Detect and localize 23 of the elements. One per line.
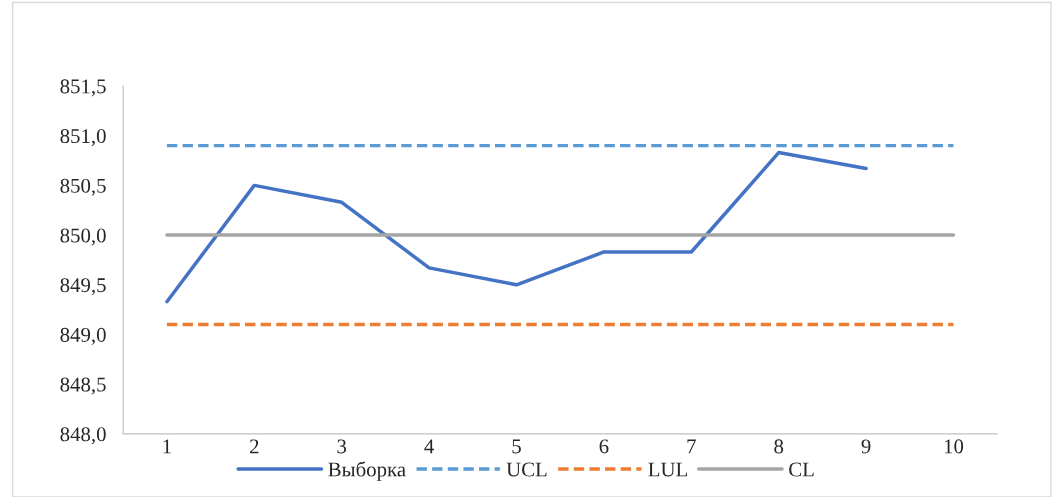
y-tick-label: 848,5 [60, 377, 106, 395]
x-tick-label: 4 [424, 439, 434, 454]
x-tick-label: 1 [163, 439, 171, 454]
y-tick-label: 849,0 [60, 327, 106, 345]
x-tick-label: 3 [337, 439, 347, 454]
x-tick-label: 2 [250, 439, 259, 454]
y-tick-label: 851,0 [60, 129, 106, 147]
legend-label: Выборка [328, 461, 406, 481]
y-tick-label: 850,0 [60, 228, 106, 246]
legend-label: LUL [648, 462, 687, 477]
legend-label: CL [789, 462, 814, 477]
y-tick-label: 851,5 [60, 79, 106, 97]
x-tick-label: 6 [599, 439, 609, 454]
x-tick-label: 10 [944, 439, 964, 454]
y-tick-label: 849,5 [60, 278, 106, 296]
y-tick-label: 850,5 [60, 178, 106, 196]
legend-label: UCL [506, 462, 547, 477]
x-tick-label: 8 [774, 439, 784, 454]
x-tick-label: 7 [687, 439, 696, 454]
line-series [165, 150, 868, 304]
y-tick-label: 848,0 [60, 427, 106, 445]
x-tick-label: 5 [512, 439, 521, 454]
x-tick-label: 9 [861, 439, 871, 454]
